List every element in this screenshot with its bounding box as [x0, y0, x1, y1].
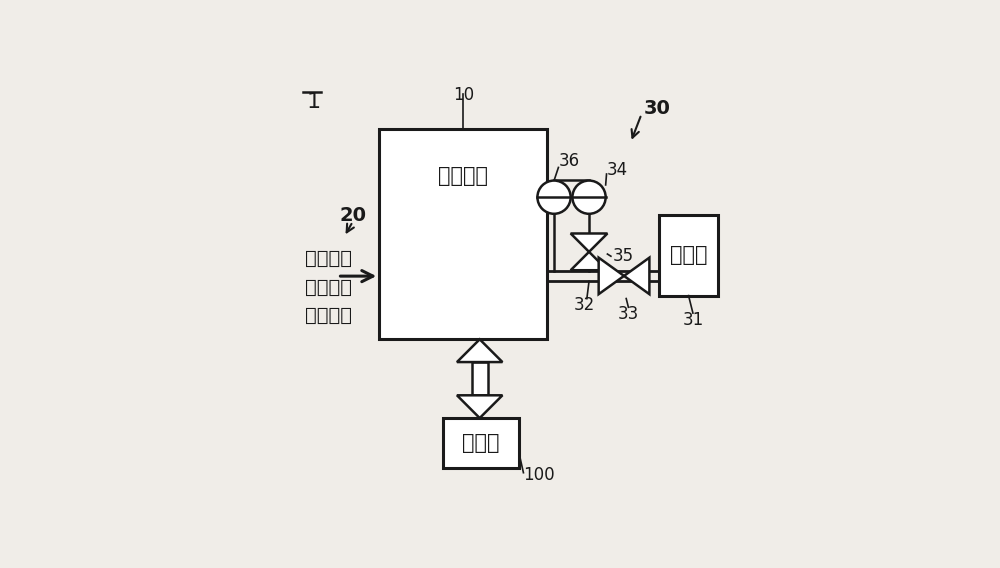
Polygon shape	[599, 258, 624, 294]
Polygon shape	[571, 252, 607, 270]
Polygon shape	[457, 395, 502, 418]
Text: 1: 1	[306, 92, 320, 112]
Polygon shape	[457, 339, 502, 362]
Text: 控制部: 控制部	[462, 433, 500, 453]
Text: 33: 33	[618, 305, 639, 323]
Bar	[472, 362, 488, 395]
Bar	[659, 215, 718, 295]
Text: 真空泵: 真空泵	[670, 245, 707, 265]
Text: 32: 32	[574, 296, 595, 314]
Circle shape	[537, 181, 571, 214]
Polygon shape	[624, 258, 649, 294]
Text: 处理容器: 处理容器	[438, 166, 488, 186]
Text: 35: 35	[613, 247, 634, 265]
Text: 31: 31	[682, 311, 704, 329]
Text: 36: 36	[558, 152, 580, 170]
Text: 清洗气体: 清洗气体	[305, 278, 352, 296]
Bar	[379, 130, 547, 339]
Polygon shape	[571, 233, 607, 252]
Text: 20: 20	[340, 206, 367, 225]
Text: 成膜气体: 成膜气体	[305, 249, 352, 268]
Text: 10: 10	[453, 86, 474, 103]
Text: 100: 100	[523, 466, 555, 484]
Bar	[443, 418, 519, 469]
Circle shape	[572, 181, 606, 214]
Text: 34: 34	[607, 161, 628, 178]
Text: 30: 30	[644, 99, 671, 118]
Text: 吹扫气体: 吹扫气体	[305, 306, 352, 325]
